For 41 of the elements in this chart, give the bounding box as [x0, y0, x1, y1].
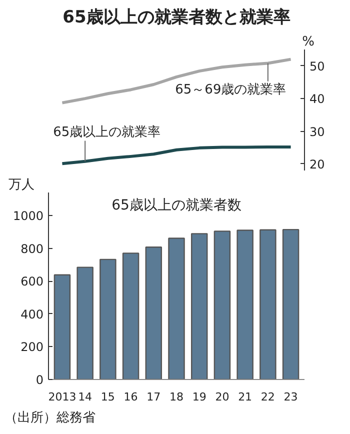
y-tick-label: 20: [310, 157, 325, 172]
line-series: [60, 58, 292, 104]
x-tick-label: 2013: [48, 390, 76, 404]
y-axis-title: %: [302, 34, 315, 50]
bar: [236, 230, 254, 380]
x-tick-label: 16: [124, 390, 138, 404]
y-tick-label: 800: [20, 242, 44, 256]
y-tick-label: 1000: [12, 208, 44, 223]
bar: [122, 252, 140, 380]
bar: [190, 233, 208, 380]
x-tick-label: 17: [146, 390, 161, 404]
series-label: 65～69歳の就業率: [175, 81, 286, 98]
series-label: 65歳以上の就業率: [53, 124, 161, 140]
bar: [76, 266, 94, 380]
y-tick-label: 50: [310, 59, 325, 74]
line-series: [60, 145, 292, 166]
x-tick-label: 15: [100, 390, 115, 404]
x-tick-label: 20: [215, 390, 230, 404]
chart-title: 65歳以上の就業者数と就業率: [62, 8, 290, 28]
series-label: 65歳以上の就業者数: [112, 198, 242, 214]
x-tick-label: 18: [170, 390, 184, 404]
bar: [282, 228, 300, 380]
y-tick-label: 600: [20, 274, 44, 289]
text: （出所）総務省: [4, 410, 96, 426]
bar: [214, 230, 231, 380]
bar: [260, 229, 276, 380]
y-tick-label: 200: [20, 340, 44, 354]
bar: [145, 246, 162, 380]
x-tick-label: 14: [78, 390, 92, 404]
x-tick-label: 23: [284, 390, 298, 404]
x-tick-label: 21: [238, 390, 252, 404]
y-tick-label: 400: [20, 307, 44, 322]
x-tick-label: 19: [192, 390, 206, 404]
bar: [100, 258, 116, 380]
y-axis-title: 万人: [8, 178, 34, 192]
bar: [54, 274, 71, 380]
y-tick-label: 0: [36, 373, 44, 387]
y-tick-label: 40: [310, 92, 325, 106]
x-tick-label: 22: [260, 390, 275, 404]
y-tick-label: 30: [310, 124, 325, 139]
bar: [168, 238, 185, 380]
